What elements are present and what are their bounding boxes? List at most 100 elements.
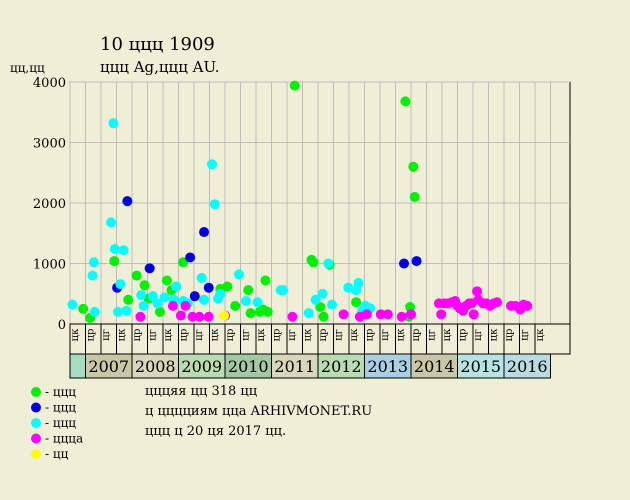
data-point <box>317 288 328 299</box>
legend-swatch <box>31 387 41 397</box>
year-label: 2012 <box>321 357 362 376</box>
data-point <box>136 289 147 300</box>
data-point <box>159 292 170 303</box>
data-point <box>171 281 182 292</box>
year-label: 2007 <box>88 357 129 376</box>
data-point <box>199 227 210 238</box>
data-point <box>109 256 120 267</box>
y-tick-label: 3000 <box>33 137 66 152</box>
data-point <box>118 245 129 256</box>
data-point <box>167 300 178 311</box>
data-point <box>468 309 479 320</box>
y-axis-label: цц,цц <box>10 61 45 75</box>
chart-title: 10 ццц 1909 <box>100 34 215 55</box>
data-point <box>196 273 207 284</box>
quarter-label: цк <box>349 328 360 341</box>
quarter-label: цг <box>194 329 205 341</box>
data-point <box>180 300 191 311</box>
data-point <box>323 258 334 269</box>
data-point <box>206 159 217 170</box>
quarter-label: цр <box>364 329 375 342</box>
quarter-label: цк <box>163 328 174 341</box>
quarter-label: цр <box>132 329 143 342</box>
quarter-label: цк <box>488 328 499 341</box>
quarter-label: цр <box>457 329 468 342</box>
data-point <box>260 275 271 286</box>
data-point <box>215 288 226 299</box>
year-band <box>503 353 551 379</box>
data-point <box>222 281 233 292</box>
note-2: ц цццциям ццa ARHIVMONET.RU <box>145 404 372 419</box>
quarter-label: цр <box>318 329 329 342</box>
quarter-label: цк <box>70 328 81 341</box>
data-point <box>382 309 393 320</box>
quarter-label: цр <box>504 329 515 342</box>
quarter-label: цр <box>85 329 96 342</box>
note-3: ццц ц 20 ця 2017 цц. <box>145 424 286 439</box>
data-point <box>209 199 220 210</box>
data-point <box>399 258 410 269</box>
quarter-label: цк <box>209 328 220 341</box>
data-point <box>109 243 120 254</box>
data-point <box>303 308 314 319</box>
data-point <box>408 161 419 172</box>
data-point <box>405 302 416 313</box>
quarter-label: цг <box>426 329 437 341</box>
data-point <box>353 277 364 288</box>
data-point <box>406 309 416 320</box>
y-tick-label: 0 <box>58 318 66 333</box>
quarter-label: цг <box>519 329 530 341</box>
year-band <box>224 353 272 379</box>
y-tick-label: 2000 <box>33 197 66 212</box>
quarter-label: цк <box>116 328 127 341</box>
year-label: 2011 <box>274 357 315 376</box>
data-point <box>400 96 411 107</box>
data-point <box>89 306 100 317</box>
data-point <box>233 269 244 280</box>
data-point <box>230 300 241 311</box>
chart-subtitle: ццц Ag,ццц AU. <box>100 58 219 76</box>
data-point <box>278 285 289 296</box>
data-point <box>161 275 172 286</box>
quarter-label: цр <box>178 329 189 342</box>
year-label: 2015 <box>460 357 501 376</box>
data-point <box>436 309 447 320</box>
year-band-lead <box>69 353 86 379</box>
quarter-label: цр <box>225 329 236 342</box>
quarter-label: цк <box>442 328 453 341</box>
year-band <box>85 353 133 379</box>
data-point <box>147 291 158 302</box>
data-point <box>243 285 254 296</box>
data-point <box>138 300 149 311</box>
data-point <box>522 300 533 311</box>
year-label: 2008 <box>135 357 176 376</box>
data-point <box>252 297 263 308</box>
quarter-row <box>69 323 571 355</box>
data-point <box>88 257 99 268</box>
data-point <box>178 257 189 268</box>
note-1: цццяя цц 318 цц <box>145 384 257 399</box>
legend-swatch <box>31 418 41 428</box>
data-point <box>492 297 503 308</box>
data-point <box>351 297 362 308</box>
data-point <box>308 257 319 268</box>
data-point <box>318 311 329 322</box>
data-point <box>472 286 483 297</box>
data-point <box>245 308 256 319</box>
y-tick-label: 1000 <box>33 258 66 273</box>
legend-label: - цццa <box>45 432 83 446</box>
data-point <box>78 303 89 314</box>
quarter-label: цк <box>256 328 267 341</box>
data-point <box>287 311 298 322</box>
quarter-label: цг <box>240 329 251 341</box>
quarter-label: цр <box>411 329 422 342</box>
data-point <box>199 294 210 305</box>
data-point <box>121 305 132 316</box>
data-point <box>289 80 300 91</box>
data-point <box>194 311 205 322</box>
y-tick-label: 4000 <box>33 76 66 91</box>
legend-label: - ццц <box>45 385 76 399</box>
quarter-label: цг <box>287 329 298 341</box>
year-band <box>317 353 365 379</box>
